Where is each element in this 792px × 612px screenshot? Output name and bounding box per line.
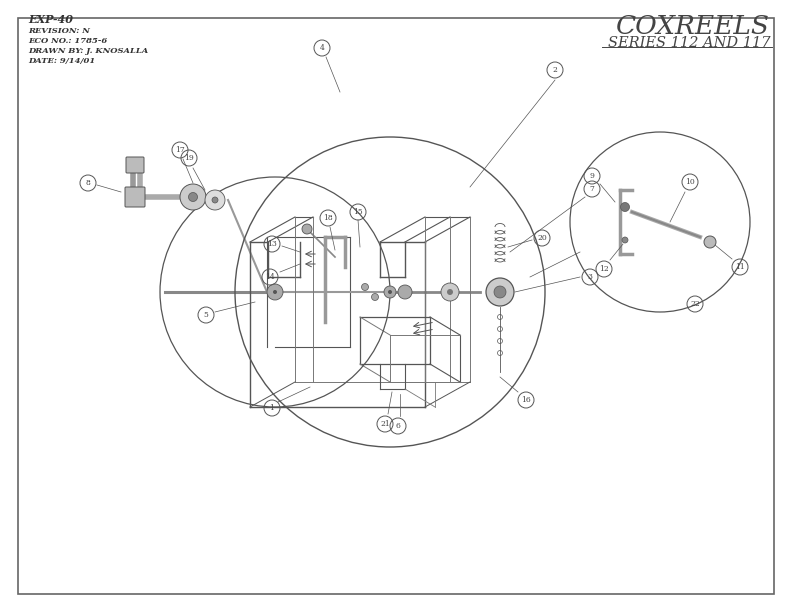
Circle shape (212, 197, 218, 203)
FancyBboxPatch shape (126, 157, 144, 173)
Circle shape (388, 290, 392, 294)
Text: DRAWN BY: J. KNOSALLA: DRAWN BY: J. KNOSALLA (28, 47, 148, 55)
Circle shape (398, 285, 412, 299)
Text: DATE: 9/14/01: DATE: 9/14/01 (28, 57, 95, 65)
Circle shape (273, 290, 277, 294)
Circle shape (447, 289, 453, 295)
Circle shape (441, 283, 459, 301)
Text: 9: 9 (589, 172, 595, 180)
Circle shape (180, 184, 206, 210)
Text: 16: 16 (521, 396, 531, 404)
Circle shape (371, 294, 379, 300)
Text: 21: 21 (380, 420, 390, 428)
Text: ECO NO.: 1785-6: ECO NO.: 1785-6 (28, 37, 107, 45)
Text: 12: 12 (599, 265, 609, 273)
Text: 10: 10 (685, 178, 695, 186)
Circle shape (486, 278, 514, 306)
Text: 7: 7 (589, 185, 595, 193)
Text: 11: 11 (735, 263, 744, 271)
Circle shape (620, 203, 630, 212)
Text: 5: 5 (204, 311, 208, 319)
Circle shape (622, 237, 628, 243)
Text: 14: 14 (265, 273, 275, 281)
Text: COXREELS: COXREELS (616, 13, 770, 39)
Text: 15: 15 (353, 208, 363, 216)
Text: EXP-40: EXP-40 (28, 13, 73, 24)
Text: 6: 6 (395, 422, 401, 430)
Circle shape (267, 284, 283, 300)
Text: 13: 13 (267, 240, 277, 248)
Text: 3: 3 (588, 273, 592, 281)
Circle shape (494, 286, 506, 298)
Circle shape (188, 193, 197, 201)
Text: 20: 20 (537, 234, 546, 242)
Circle shape (361, 283, 368, 291)
Circle shape (205, 190, 225, 210)
Circle shape (384, 286, 396, 298)
Text: 18: 18 (323, 214, 333, 222)
Text: SERIES 112 AND 117: SERIES 112 AND 117 (607, 36, 770, 50)
Text: 17: 17 (175, 146, 185, 154)
Text: 1: 1 (269, 404, 275, 412)
Circle shape (302, 224, 312, 234)
Circle shape (704, 236, 716, 248)
Text: 4: 4 (319, 44, 325, 52)
Text: 2: 2 (553, 66, 558, 74)
FancyBboxPatch shape (125, 187, 145, 207)
Text: 22: 22 (690, 300, 700, 308)
Text: 19: 19 (184, 154, 194, 162)
Text: 8: 8 (86, 179, 90, 187)
Text: REVISION: N: REVISION: N (28, 27, 89, 35)
